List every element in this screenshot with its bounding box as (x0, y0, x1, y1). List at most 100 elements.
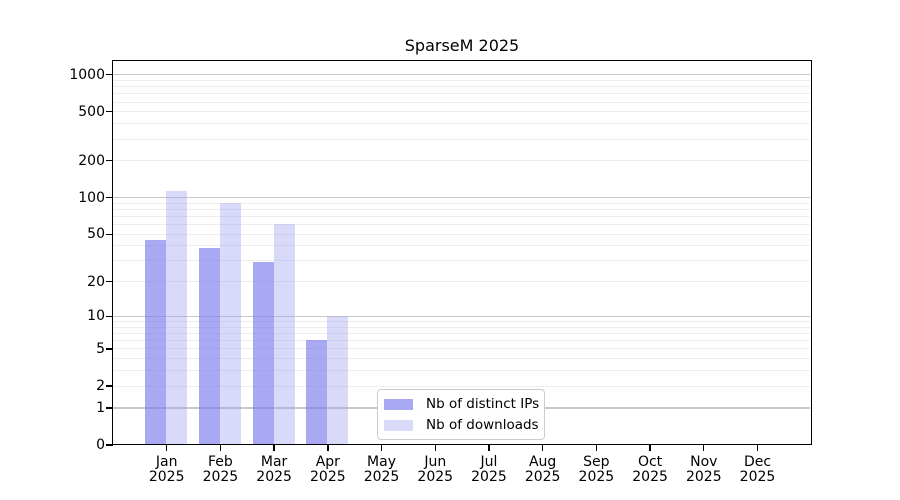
y-tick-mark (105, 73, 113, 76)
legend-item-downloads: Nb of downloads (384, 417, 539, 433)
x-tick-year: 2025 (202, 468, 239, 485)
chart-title: SparseM 2025 (404, 36, 520, 55)
legend: Nb of distinct IPs Nb of downloads (377, 389, 545, 440)
y-tick-label: 20 (87, 273, 105, 290)
gridline-minor (113, 86, 810, 88)
x-tick-mark (649, 445, 651, 451)
x-tick-mark (541, 445, 544, 451)
x-tick-mark (756, 445, 759, 451)
x-tick-mark (327, 445, 329, 451)
y-tick-label: 200 (78, 152, 105, 169)
bar-distinct-ips (252, 262, 274, 445)
x-tick-month: Dec (743, 454, 772, 470)
legend-swatch-distinct-ips (384, 398, 413, 410)
x-tick-year: 2025 (363, 468, 400, 485)
gridline-major (113, 73, 810, 76)
y-tick-mark (105, 315, 113, 318)
x-tick-label: Nov 2025 (676, 455, 732, 484)
x-tick-year: 2025 (632, 468, 668, 485)
legend-label-distinct-ips: Nb of distinct IPs (426, 396, 540, 412)
gridline-minor (113, 245, 810, 247)
bar-distinct-ips (306, 340, 328, 445)
y-tick-label: 10 (87, 308, 105, 325)
gridline-minor (113, 224, 810, 226)
x-tick-month: Sep (583, 454, 610, 470)
x-tick-mark (595, 445, 598, 451)
x-tick-month: Jul (480, 454, 498, 470)
y-tick-label: 1 (96, 399, 105, 416)
x-tick-mark (434, 445, 436, 451)
gridline-minor (113, 111, 810, 113)
x-tick-mark (488, 445, 490, 451)
x-tick-label: May 2025 (354, 455, 410, 484)
x-tick-label: Jan 2025 (139, 455, 195, 484)
x-tick-label: Jun 2025 (407, 455, 463, 484)
gridline-minor (113, 93, 810, 95)
x-tick-mark (380, 445, 383, 451)
x-tick-label: Mar 2025 (246, 455, 302, 484)
x-tick-mark (219, 445, 222, 451)
bar-downloads (273, 224, 295, 445)
legend-label-downloads: Nb of downloads (426, 417, 539, 433)
y-tick-label: 100 (78, 189, 105, 206)
x-tick-year: 2025 (578, 468, 615, 485)
y-tick-mark (105, 196, 113, 199)
gridline-minor (113, 101, 810, 103)
y-tick-mark (105, 385, 113, 387)
gridline-major (113, 196, 810, 199)
x-tick-month: Oct (637, 454, 663, 470)
y-tick-mark (105, 407, 113, 409)
x-tick-month: Apr (315, 454, 340, 470)
gridline-minor (113, 208, 810, 210)
x-tick-month: May (367, 454, 396, 470)
bar-downloads (327, 315, 349, 445)
gridline-minor (113, 160, 810, 162)
gridline-minor (113, 202, 810, 204)
y-tick-mark (105, 444, 113, 446)
bar-downloads (166, 190, 188, 445)
x-tick-month: Jun (424, 454, 447, 470)
gridline-minor (113, 79, 810, 81)
x-tick-month: Feb (208, 454, 233, 470)
x-tick-year: 2025 (739, 468, 776, 485)
x-tick-year: 2025 (524, 468, 561, 485)
x-tick-year: 2025 (417, 468, 454, 485)
y-tick-label: 500 (78, 103, 105, 120)
gridline-minor (113, 233, 810, 235)
plot-area: Nb of distinct IPs Nb of downloads (112, 60, 812, 445)
x-tick-label: Feb 2025 (192, 455, 248, 484)
x-tick-mark (273, 445, 275, 451)
y-tick-label: 5 (96, 340, 105, 357)
y-tick-label: 1000 (69, 66, 105, 83)
x-tick-year: 2025 (148, 468, 185, 485)
y-tick-label: 2 (96, 378, 105, 395)
x-tick-mark (703, 445, 705, 451)
y-tick-label: 50 (87, 226, 105, 243)
x-tick-year: 2025 (256, 468, 292, 485)
x-tick-year: 2025 (685, 468, 722, 485)
bar-distinct-ips (198, 248, 220, 445)
gridline-minor (113, 138, 810, 140)
y-tick-mark (105, 281, 113, 283)
x-tick-label: Oct 2025 (622, 455, 678, 484)
x-tick-year: 2025 (310, 468, 346, 485)
x-tick-label: Jul 2025 (461, 455, 517, 484)
x-tick-month: Jan (155, 454, 178, 470)
y-tick-label: 0 (96, 437, 105, 453)
bar-downloads (219, 202, 241, 445)
y-tick-mark (105, 233, 113, 235)
y-tick-mark (105, 348, 113, 350)
x-tick-label: Apr 2025 (300, 455, 356, 484)
legend-item-distinct-ips: Nb of distinct IPs (384, 396, 539, 412)
x-tick-label: Aug 2025 (515, 455, 571, 484)
x-tick-label: Dec 2025 (730, 455, 786, 484)
x-tick-mark (166, 445, 168, 451)
gridline-minor (113, 215, 810, 217)
x-tick-month: Nov (690, 454, 718, 470)
bar-distinct-ips (145, 240, 167, 445)
gridline-minor (113, 123, 810, 125)
x-tick-label: Sep 2025 (568, 455, 624, 484)
y-tick-mark (105, 160, 113, 162)
x-tick-month: Mar (260, 454, 288, 470)
